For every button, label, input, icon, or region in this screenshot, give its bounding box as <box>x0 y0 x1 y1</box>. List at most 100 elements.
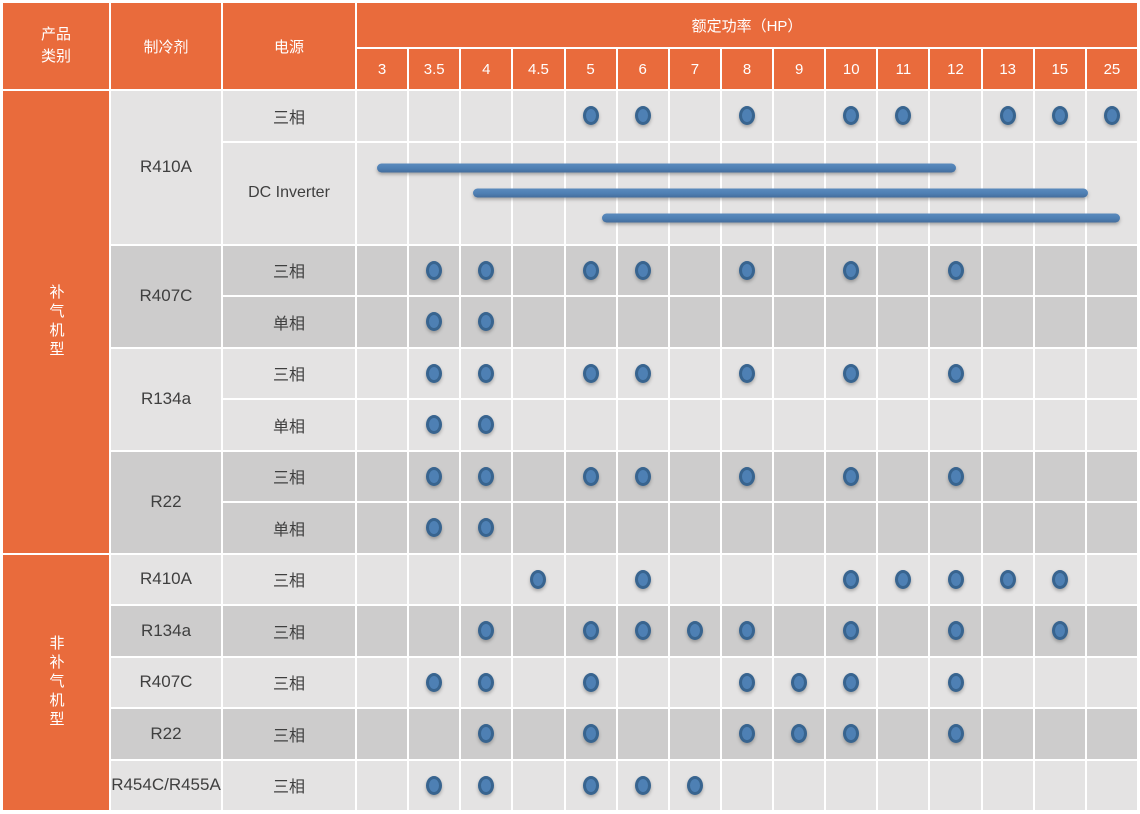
power-label: 三相 <box>272 727 305 745</box>
hp-cell <box>826 142 877 244</box>
availability-dot <box>738 363 755 383</box>
hp-cell <box>565 657 616 707</box>
availability-dot <box>426 775 443 795</box>
power-label: 单相 <box>272 315 305 333</box>
availability-dot <box>478 312 495 332</box>
hp-cell <box>721 760 773 810</box>
hp-column-header: 6 <box>617 49 668 89</box>
hp-column-header-label: 3 <box>377 60 387 78</box>
hp-cell <box>774 400 825 450</box>
hp-column-header: 4.5 <box>513 49 564 89</box>
hp-cell <box>513 142 564 244</box>
hp-cell <box>982 657 1033 707</box>
hp-cell <box>1034 606 1085 656</box>
availability-dot <box>947 569 964 589</box>
power-label: 三相 <box>272 367 305 385</box>
product-category-header-label: 产品类别 <box>40 26 71 65</box>
availability-dot <box>426 518 443 538</box>
hp-cell <box>617 503 668 553</box>
hp-cell <box>357 245 408 295</box>
power-cell: 三相 <box>223 709 355 759</box>
hp-cell <box>1034 348 1085 398</box>
hp-cell <box>617 657 668 707</box>
hp-cell <box>669 400 720 450</box>
hp-cell <box>617 400 668 450</box>
hp-cell <box>617 245 668 295</box>
hp-cell <box>982 245 1033 295</box>
availability-dot <box>843 106 860 126</box>
hp-cell <box>774 503 825 553</box>
availability-dot <box>530 569 547 589</box>
hp-cell <box>1086 400 1137 450</box>
hp-column-header-label: 13 <box>999 60 1016 78</box>
hp-cell <box>774 709 825 759</box>
power-header: 电源 <box>223 3 355 89</box>
hp-cell <box>461 400 512 450</box>
hp-cell <box>617 451 668 501</box>
power-label: 三相 <box>272 676 305 694</box>
availability-dot <box>582 775 599 795</box>
hp-cell <box>930 297 981 347</box>
hp-column-header-label: 3.5 <box>423 60 445 78</box>
hp-cell <box>513 297 564 347</box>
hp-cell <box>357 657 408 707</box>
availability-dot <box>843 569 860 589</box>
hp-cell <box>826 503 877 553</box>
hp-column-header-label: 4.5 <box>528 60 549 78</box>
power-header-label: 电源 <box>273 38 304 56</box>
availability-dot <box>738 724 755 744</box>
hp-cell <box>774 142 825 244</box>
availability-dot <box>843 260 860 280</box>
refrigerant-header: 制冷剂 <box>111 3 221 89</box>
hp-cell <box>930 451 981 501</box>
hp-cell <box>1086 451 1137 501</box>
hp-cell <box>826 554 877 604</box>
refrigerant-cell: R134a <box>111 348 221 450</box>
availability-dot <box>634 363 651 383</box>
hp-cell <box>1086 297 1137 347</box>
hp-cell <box>565 503 616 553</box>
hp-cell <box>721 400 773 450</box>
hp-cell <box>409 400 460 450</box>
hp-column-header: 3 <box>357 49 408 89</box>
hp-cell <box>721 297 773 347</box>
hp-cell <box>878 657 929 707</box>
hp-cell <box>930 606 981 656</box>
hp-cell <box>930 245 981 295</box>
hp-column-header-label: 15 <box>1051 60 1069 78</box>
refrigerant-label: R410A <box>140 157 192 177</box>
hp-column-header-label: 11 <box>895 60 912 78</box>
refrigerant-cell: R22 <box>111 709 221 759</box>
availability-dot <box>634 569 651 589</box>
power-cell: 三相 <box>223 554 355 604</box>
refrigerant-label: R407C <box>139 286 193 305</box>
availability-dot <box>738 260 755 280</box>
hp-cell <box>930 760 981 810</box>
hp-cell <box>721 91 773 141</box>
hp-cell <box>513 760 564 810</box>
availability-dot <box>843 724 860 744</box>
hp-cell <box>1086 503 1137 553</box>
hp-cell <box>1034 91 1085 141</box>
category-cell-label: 补气机型 <box>47 283 65 360</box>
hp-cell <box>669 606 720 656</box>
hp-cell <box>409 503 460 553</box>
availability-dot <box>426 672 443 692</box>
availability-dot <box>582 363 599 383</box>
hp-column-header: 7 <box>669 49 720 89</box>
hp-cell <box>513 400 564 450</box>
hp-cell <box>409 348 460 398</box>
hp-cell <box>565 606 616 656</box>
hp-cell <box>930 400 981 450</box>
hp-cell <box>357 451 408 501</box>
hp-cell <box>409 297 460 347</box>
hp-column-header: 13 <box>982 49 1033 89</box>
hp-cell <box>461 657 512 707</box>
hp-cell <box>513 657 564 707</box>
availability-dot <box>947 672 964 692</box>
hp-cell <box>982 348 1033 398</box>
hp-column-header-label: 10 <box>842 60 860 78</box>
hp-cell <box>617 348 668 398</box>
hp-cell <box>669 657 720 707</box>
hp-cell <box>1086 142 1137 244</box>
